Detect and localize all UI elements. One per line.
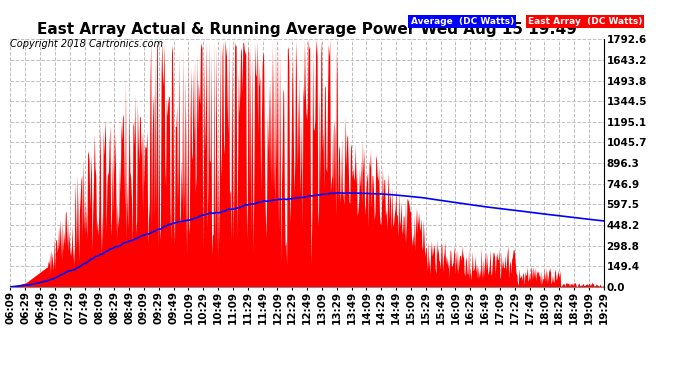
- Text: East Array  (DC Watts): East Array (DC Watts): [528, 17, 642, 26]
- Title: East Array Actual & Running Average Power Wed Aug 15 19:49: East Array Actual & Running Average Powe…: [37, 22, 577, 37]
- Text: Copyright 2018 Cartronics.com: Copyright 2018 Cartronics.com: [10, 39, 164, 50]
- Text: Average  (DC Watts): Average (DC Watts): [411, 17, 514, 26]
